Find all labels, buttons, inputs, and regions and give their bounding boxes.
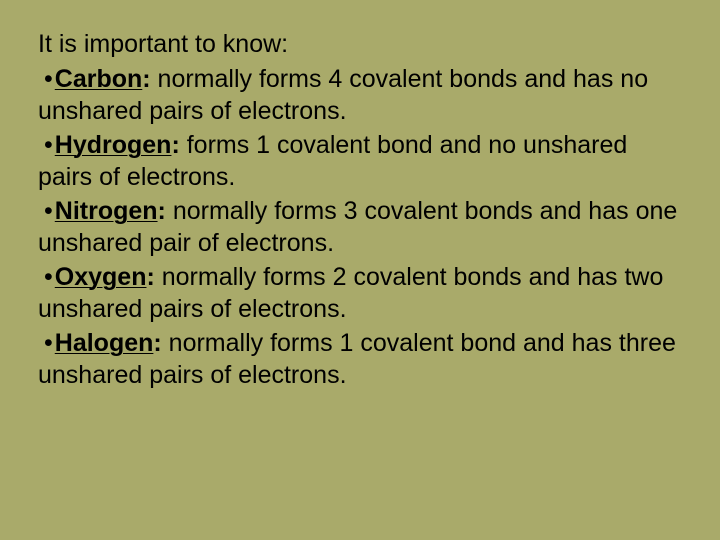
element-term: Halogen bbox=[55, 329, 154, 357]
bullet-icon: • bbox=[44, 65, 53, 93]
list-item: •Carbon: normally forms 4 covalent bonds… bbox=[38, 63, 682, 128]
list-item: •Nitrogen: normally forms 3 covalent bon… bbox=[38, 195, 682, 260]
colon: : bbox=[142, 65, 150, 93]
slide-content: It is important to know: •Carbon: normal… bbox=[38, 28, 682, 392]
list-item: •Halogen: normally forms 1 covalent bond… bbox=[38, 327, 682, 392]
element-term: Nitrogen bbox=[55, 197, 158, 225]
bullet-icon: • bbox=[44, 131, 53, 159]
list-item: •Hydrogen: forms 1 covalent bond and no … bbox=[38, 129, 682, 194]
bullet-icon: • bbox=[44, 329, 53, 357]
colon: : bbox=[153, 329, 161, 357]
colon: : bbox=[171, 131, 179, 159]
intro-line: It is important to know: bbox=[38, 28, 682, 61]
list-item: •Oxygen: normally forms 2 covalent bonds… bbox=[38, 261, 682, 326]
bullet-icon: • bbox=[44, 263, 53, 291]
element-term: Carbon bbox=[55, 65, 143, 93]
element-term: Oxygen bbox=[55, 263, 147, 291]
element-term: Hydrogen bbox=[55, 131, 172, 159]
bullet-icon: • bbox=[44, 197, 53, 225]
colon: : bbox=[158, 197, 166, 225]
colon: : bbox=[146, 263, 154, 291]
